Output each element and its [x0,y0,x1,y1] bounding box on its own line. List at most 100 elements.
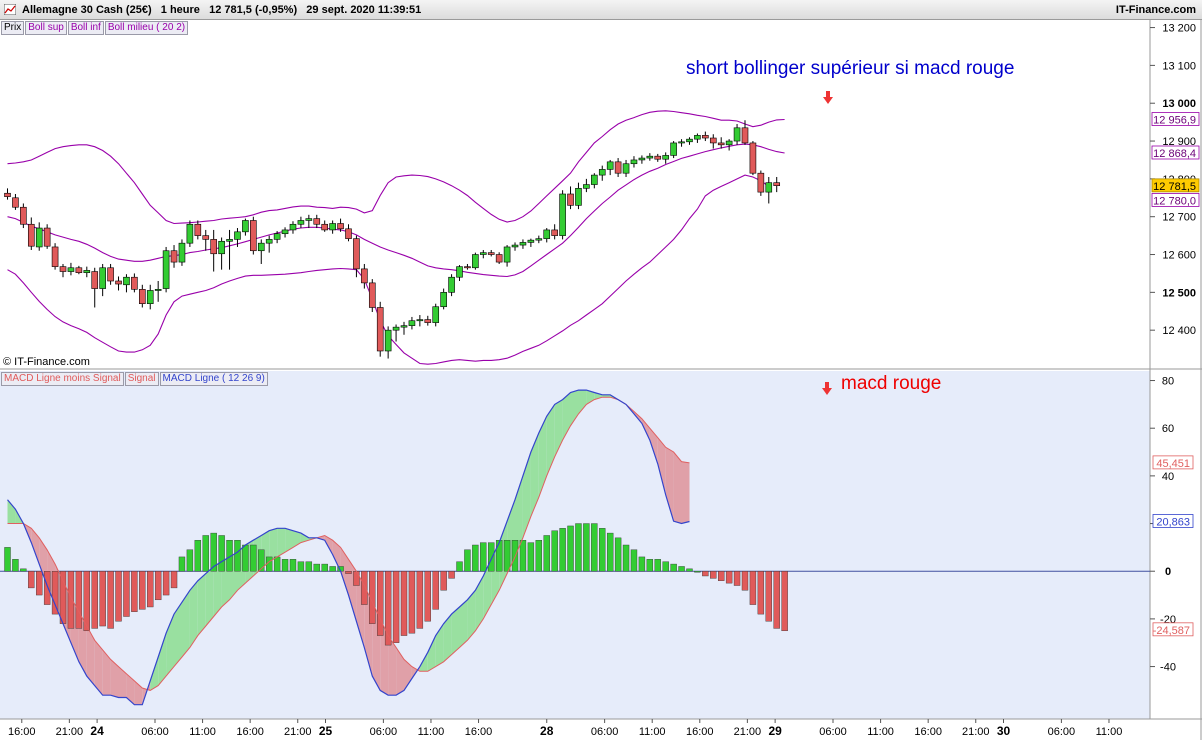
price-value-box [1151,193,1200,207]
macd-panel-bg [0,371,1150,719]
price-tick-label: 12 600 [1162,250,1196,262]
price-value-label: 12 781,5 [1153,181,1196,193]
candle-body [765,182,773,193]
candle-body [305,218,313,221]
macd-fill-segment [586,390,595,405]
price-value-box [1151,112,1200,126]
candle-body [107,267,114,282]
candle-body [583,184,590,189]
candle-body [408,320,416,326]
time-tick-label: 11:00 [639,726,666,738]
candle-body [614,161,622,174]
down-arrow-icon [823,91,833,104]
candle-body [424,319,432,323]
macd-fill-segment [332,540,341,572]
candle-body [353,238,360,270]
candle-body [511,244,519,248]
histogram-bar [638,556,646,572]
macd-fill-segment [451,607,460,655]
candle-body [67,267,75,272]
histogram-bar [345,571,352,574]
price-legend: Prix Boll sup Boll inf Boll milieu ( 20 … [1,21,189,35]
candle-body [741,127,749,144]
time-tick-label: 06:00 [591,726,619,738]
histogram-bar [686,568,693,572]
time-tick-label: 28 [540,724,554,738]
macd-fill-segment [427,635,436,672]
candle-body [257,242,265,252]
histogram-bar [131,571,138,612]
price-tick-label: 12 400 [1162,325,1196,337]
macd-fill-segment [110,659,119,698]
histogram-bar [472,544,479,572]
histogram-bar [361,571,368,605]
candle-body [694,135,701,140]
legend-boll-sup[interactable]: Boll sup [25,21,67,35]
candle-body [503,246,511,263]
price-tick-label: 13 100 [1162,60,1196,72]
histogram-bar [408,571,416,634]
candle-body [535,238,543,241]
histogram-bar [218,535,225,572]
candle-body [99,267,106,289]
candle-body [654,155,662,160]
candle-body [733,127,741,142]
legend-macd-line[interactable]: MACD Ligne ( 12 26 9) [159,372,268,386]
histogram-bar [91,571,98,629]
candle-body [250,220,257,252]
candle-body [495,254,503,263]
candle-body [234,231,241,240]
histogram-bar [67,571,75,629]
macd-fill-segment [546,404,555,476]
histogram-bar [36,571,43,596]
macd-fill-segment [285,528,293,553]
macd-fill-segment [277,528,286,557]
time-tick-label: 06:00 [819,726,847,738]
legend-signal[interactable]: Signal [124,372,159,386]
macd-fill-segment [189,580,198,648]
candle-body [416,319,424,322]
candle-body [646,155,654,159]
candle-body [630,159,638,165]
candle-body [345,228,352,239]
time-tick-label: 06:00 [1048,726,1076,738]
axis-bg [1150,20,1202,720]
time-axis-labels: 16:00 21:00 24 06:00 11:00 16:00 21:00 25 06:00 1… [8,719,1122,738]
macd-fill-segment [665,447,674,522]
time-tick-label: 11:00 [867,726,894,738]
time-tick-label: 21:00 [56,726,84,738]
price-tick-label: 13 200 [1162,23,1196,35]
histogram-bar [377,571,384,636]
macd-fill-segment [657,437,666,495]
candle-body [725,140,733,146]
candle-body [749,142,757,174]
macd-fill-segment [475,576,484,631]
histogram-bar [599,528,606,572]
histogram-bar [369,571,376,624]
macd-fill-segment [435,623,444,667]
time-tick-label: 16:00 [686,726,714,738]
macd-fill-segment [126,673,135,705]
histogram-bar [559,528,566,572]
chart-title: Allemagne 30 Cash (25€) 1 heure 12 781,5… [22,4,422,16]
legend-boll-inf[interactable]: Boll inf [67,21,104,35]
title-bar: Allemagne 30 Cash (25€) 1 heure 12 781,5… [0,0,1202,20]
histogram-bar [154,571,162,601]
histogram-bar [480,542,487,572]
candle-body [265,239,273,244]
time-tick-label: 30 [997,724,1011,738]
histogram-bar [28,571,35,589]
time-tick-label: 16:00 [914,726,942,738]
candle-body [702,135,709,139]
candle-body [154,289,162,291]
candle-body [51,246,59,267]
legend-macd-hist[interactable]: MACD Ligne moins Signal [1,372,124,386]
macd-fill-segment [7,499,16,524]
histogram-bar [670,563,677,572]
candle-body [123,276,130,286]
histogram-bar [83,571,91,632]
histogram-bar [178,556,186,572]
legend-price[interactable]: Prix [1,21,25,35]
legend-boll-milieu[interactable]: Boll milieu ( 20 2) [104,21,189,35]
histogram-bar [646,559,654,572]
